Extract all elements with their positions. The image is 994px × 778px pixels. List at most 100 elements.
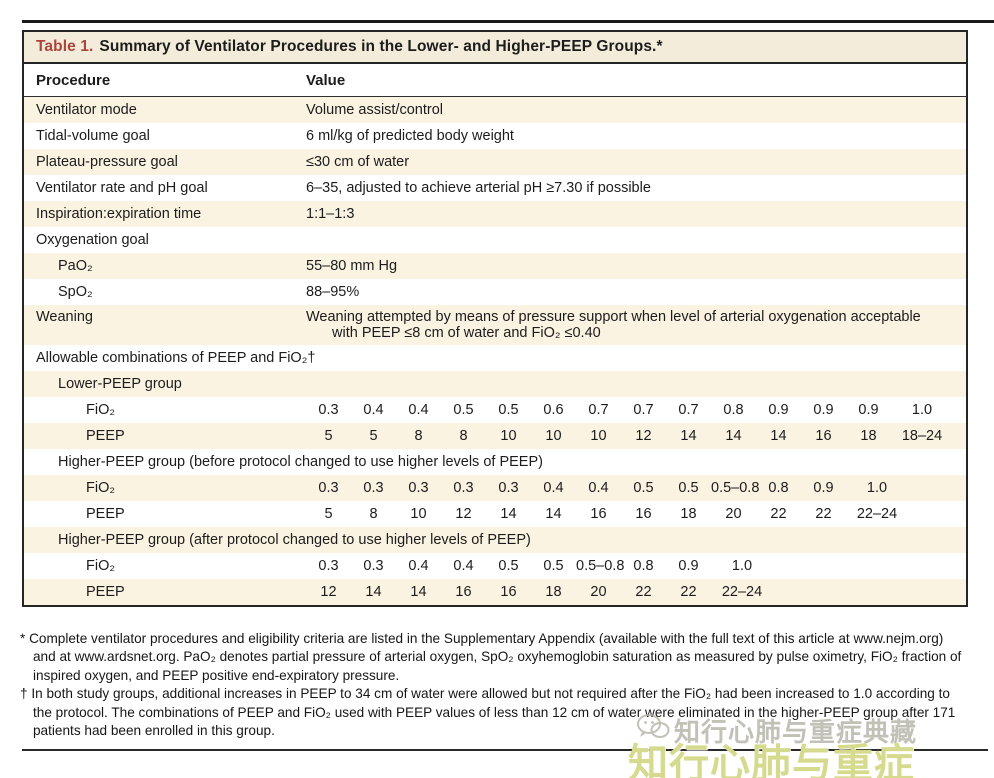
section-row-oxygenation-goal: Oxygenation goal: [24, 227, 966, 253]
peep-value: 12: [635, 428, 652, 444]
group-row-higher-peep-before: Higher-PEEP group (before protocol chang…: [24, 449, 966, 475]
footnotes: * Complete ventilator procedures and eli…: [20, 630, 965, 740]
value-cell: 1:1–1:3: [306, 206, 355, 222]
peep-value: 12: [455, 506, 472, 522]
peep-value: 16: [455, 584, 472, 600]
fio2-value: 1.0: [911, 402, 933, 418]
value-cell: ≤30 cm of water: [306, 154, 410, 170]
fio2-value: 0.9: [858, 402, 879, 418]
peep-value: 14: [545, 506, 562, 522]
fio2-value: 0.5: [678, 480, 699, 496]
table-row: PaO₂ 55–80 mm Hg: [24, 253, 966, 279]
peep-value: 14: [770, 428, 787, 444]
peep-value: 16: [815, 428, 832, 444]
fio2-row: FiO₂ 0.3 0.3 0.3 0.3 0.3 0.4 0.4 0.5 0.5 0.5–0.8 0…: [24, 475, 966, 501]
peep-value: 12: [320, 584, 337, 600]
procedure-cell: Plateau-pressure goal: [36, 154, 178, 170]
peep-value: 14: [365, 584, 382, 600]
peep-label: PEEP: [86, 428, 125, 444]
fio2-value: 0.9: [813, 402, 834, 418]
fio2-value: 0.4: [453, 558, 474, 574]
procedure-cell: PaO₂: [58, 258, 93, 274]
fio2-value: 0.5–0.8: [576, 558, 625, 574]
fio2-value: 0.5: [633, 480, 654, 496]
fio2-value: 0.4: [408, 558, 429, 574]
table-number-label: Table 1.: [36, 38, 94, 55]
fio2-value: 1.0: [731, 558, 753, 574]
fio2-value: 0.5: [543, 558, 564, 574]
fio2-value: 0.5: [498, 402, 519, 418]
fio2-value: 0.3: [408, 480, 429, 496]
weaning-value-line2: with PEEP ≤8 cm of water and FiO₂ ≤0.40: [332, 325, 601, 341]
table-row: Ventilator rate and pH goal 6–35, adjust…: [24, 175, 966, 201]
procedure-cell: Weaning: [36, 309, 93, 325]
fio2-value: 1.0: [866, 480, 888, 496]
peep-value: 22–24: [856, 506, 898, 522]
peep-value: 10: [500, 428, 517, 444]
group-name: Lower-PEEP group: [58, 376, 182, 392]
group-name: Higher-PEEP group (before protocol chang…: [58, 454, 543, 470]
table-row: Plateau-pressure goal ≤30 cm of water: [24, 149, 966, 175]
watermark-account: 知行心肺与重症典藏: [636, 712, 988, 749]
group-name: Higher-PEEP group (after protocol change…: [58, 532, 531, 548]
peep-value: 5: [324, 428, 333, 444]
fio2-value: 0.4: [543, 480, 564, 496]
top-rule: [22, 20, 994, 23]
table-row-weaning: Weaning Weaning attempted by means of pr…: [24, 305, 966, 345]
peep-value: 18: [680, 506, 697, 522]
fio2-value: 0.5–0.8: [711, 480, 760, 496]
fio2-value: 0.8: [723, 402, 744, 418]
value-cell: Volume assist/control: [306, 102, 444, 118]
peep-row: PEEP 5 8 10 12 14 14 16 16 18 20 22 22 22–24: [24, 501, 966, 527]
peep-value: 10: [545, 428, 562, 444]
fio2-value: 0.8: [768, 480, 789, 496]
column-header-row: Procedure Value: [24, 64, 966, 97]
peep-label: PEEP: [86, 584, 125, 600]
peep-value: 22: [815, 506, 832, 522]
peep-value: 8: [369, 506, 378, 522]
procedure-cell: Ventilator mode: [36, 102, 137, 118]
value-cell: Weaning attempted by means of pressure s…: [306, 305, 966, 345]
peep-value: 20: [725, 506, 742, 522]
fio2-value: 0.3: [318, 402, 339, 418]
wechat-icon: [636, 713, 670, 748]
fio2-value: 0.3: [318, 480, 339, 496]
peep-value: 18–24: [901, 428, 943, 444]
fio2-value: 0.9: [678, 558, 699, 574]
footnote-asterisk: * Complete ventilator procedures and eli…: [20, 630, 965, 685]
peep-value: 10: [410, 506, 427, 522]
table-row: Tidal-volume goal 6 ml/kg of predicted b…: [24, 123, 966, 149]
ventilator-procedures-table: Table 1. Summary of Ventilator Procedures…: [22, 30, 968, 607]
peep-value: 14: [680, 428, 697, 444]
peep-value: 16: [500, 584, 517, 600]
peep-value: 20: [590, 584, 607, 600]
fio2-value: 0.9: [813, 480, 834, 496]
bottom-rule: [22, 749, 988, 751]
weaning-value-line1: Weaning attempted by means of pressure s…: [306, 309, 921, 325]
procedure-cell: SpO₂: [58, 284, 93, 300]
value-cell: 55–80 mm Hg: [306, 258, 398, 274]
peep-value: 5: [369, 428, 378, 444]
table-title-text: Summary of Ventilator Procedures in the …: [99, 38, 663, 55]
value-cell: 6 ml/kg of predicted body weight: [306, 128, 514, 144]
fio2-value: 0.7: [588, 402, 609, 418]
footnote-text: In both study groups, additional increas…: [31, 686, 956, 739]
fio2-value: 0.3: [453, 480, 474, 496]
table-title: Table 1. Summary of Ventilator Procedures…: [24, 32, 966, 64]
fio2-label: FiO₂: [86, 480, 115, 496]
peep-value: 10: [590, 428, 607, 444]
group-row-lower-peep: Lower-PEEP group: [24, 371, 966, 397]
peep-row: PEEP 12 14 14 16 16 18 20 22 22 22–24: [24, 579, 966, 605]
fio2-value: 0.3: [498, 480, 519, 496]
procedure-cell: Ventilator rate and pH goal: [36, 180, 208, 196]
footnote-marker: †: [20, 686, 28, 702]
peep-value: 14: [410, 584, 427, 600]
fio2-label: FiO₂: [86, 558, 115, 574]
peep-row: PEEP 5 5 8 8 10 10 10 12 14 14 14 16 18 18–24: [24, 423, 966, 449]
value-cell: 6–35, adjusted to achieve arterial pH ≥7…: [306, 180, 651, 196]
fio2-row: FiO₂ 0.3 0.4 0.4 0.5 0.5 0.6 0.7 0.7 0.7 0.8 0.9 0.…: [24, 397, 966, 423]
table-row: Ventilator mode Volume assist/control: [24, 97, 966, 123]
value-cell: 88–95%: [306, 284, 360, 300]
footnote-dagger: † In both study groups, additional incre…: [20, 685, 965, 740]
